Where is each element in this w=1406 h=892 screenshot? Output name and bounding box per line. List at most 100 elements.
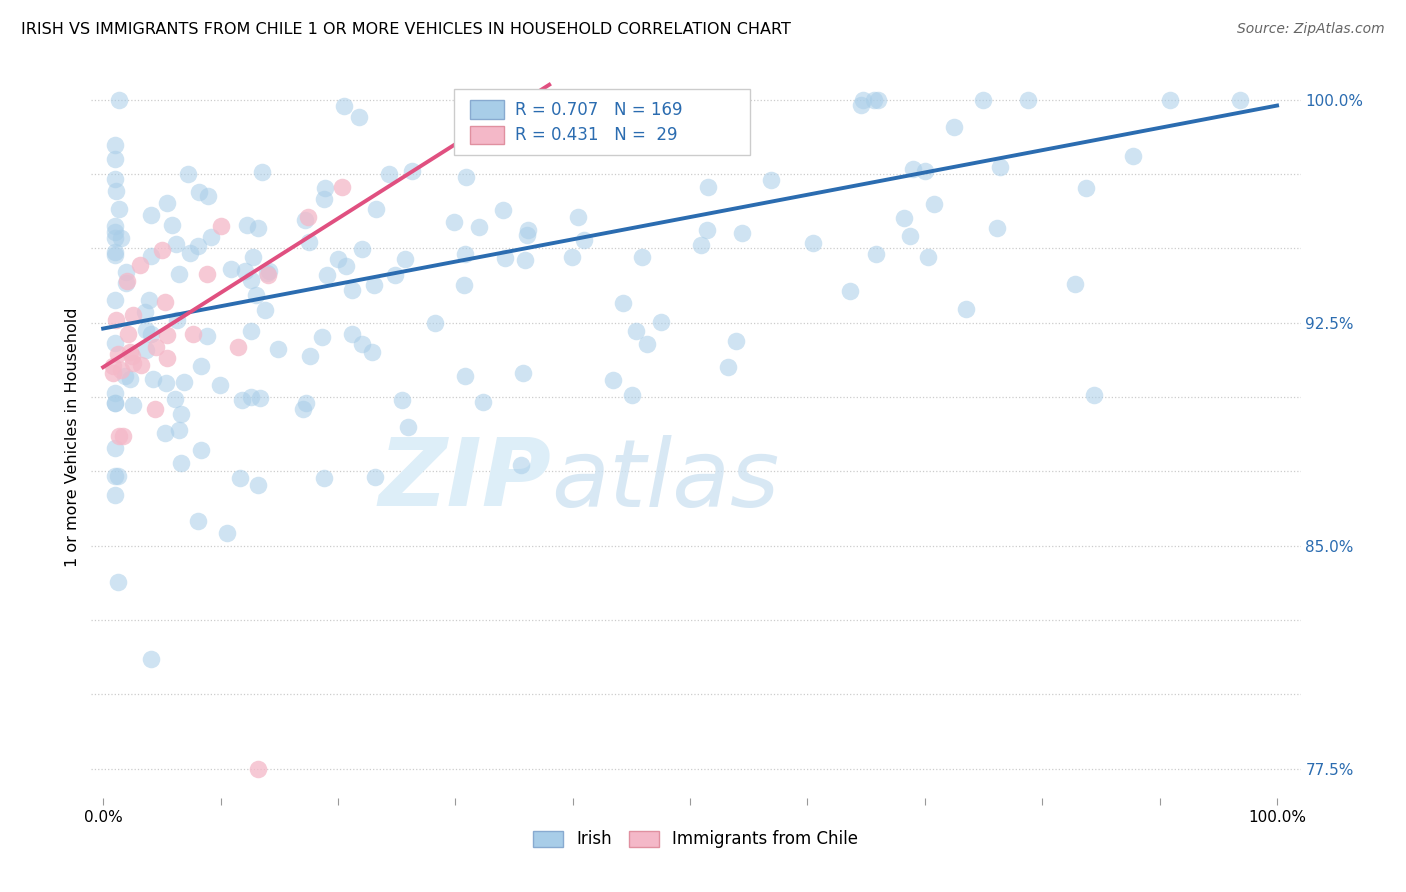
Point	[104, 172, 127, 186]
Point	[454, 246, 477, 260]
Point	[988, 160, 1011, 174]
Point	[187, 514, 209, 528]
Point	[217, 525, 239, 540]
Point	[516, 223, 538, 237]
Point	[471, 395, 494, 409]
Point	[104, 225, 127, 239]
Point	[101, 359, 124, 373]
Point	[153, 295, 176, 310]
Point	[295, 396, 318, 410]
Point	[197, 189, 219, 203]
Point	[156, 196, 179, 211]
Point	[955, 302, 977, 317]
Point	[898, 229, 921, 244]
Point	[256, 266, 278, 280]
Point	[543, 93, 565, 107]
Point	[233, 264, 256, 278]
Point	[115, 274, 138, 288]
Point	[631, 250, 654, 264]
Point	[257, 268, 280, 282]
Point	[1064, 277, 1087, 292]
Point	[122, 308, 145, 322]
Point	[574, 233, 596, 247]
FancyBboxPatch shape	[470, 126, 503, 145]
Text: IRISH VS IMMIGRANTS FROM CHILE 1 OR MORE VEHICLES IN HOUSEHOLD CORRELATION CHART: IRISH VS IMMIGRANTS FROM CHILE 1 OR MORE…	[21, 22, 792, 37]
Point	[200, 229, 222, 244]
Point	[165, 392, 187, 406]
Point	[257, 264, 280, 278]
Point	[104, 231, 127, 245]
Point	[294, 212, 316, 227]
Point	[195, 328, 218, 343]
Point	[731, 226, 754, 240]
Point	[236, 219, 259, 233]
Point	[602, 373, 624, 387]
Point	[1083, 387, 1105, 401]
Point	[326, 252, 349, 266]
Point	[972, 93, 994, 107]
Point	[219, 262, 242, 277]
Point	[250, 164, 273, 178]
Point	[190, 442, 212, 457]
Point	[510, 458, 533, 473]
Point	[394, 252, 416, 266]
Point	[104, 336, 127, 351]
Point	[492, 202, 515, 217]
Point	[153, 426, 176, 441]
Point	[139, 651, 162, 665]
Point	[849, 98, 872, 112]
Point	[104, 441, 127, 455]
Point	[247, 221, 270, 235]
Point	[104, 385, 127, 400]
Point	[170, 407, 193, 421]
Point	[176, 167, 198, 181]
Point	[801, 235, 824, 250]
Point	[866, 93, 889, 107]
Point	[512, 367, 534, 381]
Point	[360, 345, 382, 359]
Point	[254, 303, 277, 318]
Point	[515, 228, 537, 243]
Point	[181, 327, 204, 342]
Point	[865, 246, 887, 260]
Point	[179, 245, 201, 260]
Point	[110, 231, 132, 245]
Point	[160, 218, 183, 232]
Point	[299, 349, 322, 363]
Point	[104, 137, 127, 152]
Point	[696, 179, 718, 194]
Point	[118, 345, 141, 359]
Point	[110, 362, 132, 376]
Point	[443, 215, 465, 229]
FancyBboxPatch shape	[470, 101, 503, 120]
Point	[292, 401, 315, 416]
Point	[104, 153, 127, 167]
Point	[122, 398, 145, 412]
Point	[114, 369, 136, 384]
Text: atlas: atlas	[551, 435, 779, 526]
Point	[247, 478, 270, 492]
Point	[134, 305, 156, 319]
Text: ZIP: ZIP	[378, 434, 551, 526]
Point	[453, 278, 475, 293]
Point	[914, 164, 936, 178]
Point	[231, 393, 253, 408]
Point	[314, 181, 336, 195]
Point	[315, 268, 337, 282]
Point	[352, 336, 374, 351]
Point	[364, 202, 387, 216]
Point	[104, 488, 127, 502]
Point	[142, 372, 165, 386]
Point	[378, 167, 401, 181]
Point	[104, 293, 127, 307]
Point	[239, 390, 262, 404]
Point	[170, 457, 193, 471]
Text: R = 0.707   N = 169: R = 0.707 N = 169	[515, 101, 682, 119]
Point	[242, 250, 264, 264]
Point	[239, 324, 262, 338]
Point	[115, 265, 138, 279]
Point	[943, 120, 966, 134]
Point	[1229, 93, 1251, 107]
Point	[333, 98, 356, 112]
Point	[561, 250, 583, 264]
